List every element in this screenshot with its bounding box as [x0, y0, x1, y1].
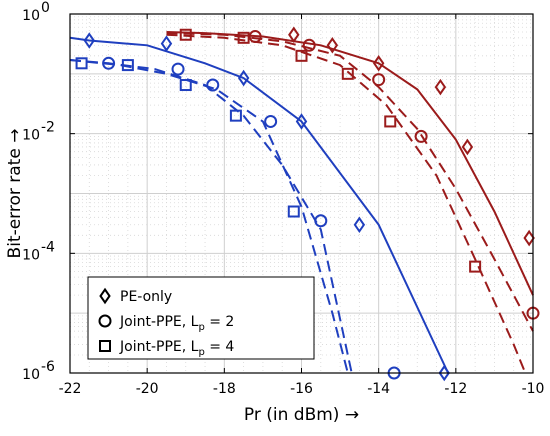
- data-point-square: [295, 49, 308, 62]
- data-point-diamond: [372, 55, 385, 72]
- data-point-diamond: [288, 26, 300, 44]
- x-tick-label: -16: [290, 381, 313, 397]
- series-line-1: [69, 36, 450, 374]
- data-point-circle: [98, 314, 112, 328]
- series-line-5: [166, 32, 534, 332]
- y-axis-title: Bit-error rate →: [5, 129, 25, 259]
- x-axis-title: Pr (in dBm) →: [244, 405, 359, 425]
- data-point-diamond: [438, 364, 450, 382]
- data-point-square: [121, 59, 134, 72]
- x-tick-label: -10: [522, 381, 545, 397]
- data-point-diamond: [523, 229, 535, 247]
- data-point-diamond: [434, 78, 447, 96]
- series-line-6: [166, 33, 527, 374]
- data-point-circle: [206, 78, 220, 92]
- legend-subscript: p: [198, 322, 204, 333]
- legend-label-circle: Joint-PPE, Lp = 2: [119, 314, 234, 333]
- data-point-circle: [102, 56, 116, 70]
- data-point-diamond: [83, 32, 96, 49]
- data-point-diamond: [99, 287, 111, 305]
- series-line-3: [69, 59, 349, 374]
- x-tick-label: -14: [367, 381, 390, 397]
- legend: PE-only Joint-PPE, Lp = 2 Joint-PPE, Lp = …: [87, 276, 315, 360]
- data-point-diamond: [237, 69, 250, 87]
- data-point-square: [469, 260, 482, 273]
- data-point-square: [341, 67, 354, 80]
- data-point-diamond: [160, 35, 173, 52]
- data-point-square: [75, 57, 88, 70]
- y-tick-label: 10: [22, 367, 40, 383]
- data-point-circle: [264, 114, 278, 128]
- data-point-circle: [248, 30, 262, 44]
- series-line-2: [69, 59, 353, 374]
- legend-label-diamond: PE-only: [120, 289, 172, 305]
- y-tick-exponent: -2: [41, 120, 55, 136]
- data-point-square: [179, 28, 192, 41]
- legend-label-square: Joint-PPE, Lp = 4: [119, 339, 234, 358]
- x-tick-label: -22: [59, 381, 82, 397]
- y-tick-exponent: -4: [41, 239, 55, 255]
- y-tick-label: 10: [22, 247, 40, 263]
- grid: [69, 14, 534, 374]
- y-tick-exponent: -6: [41, 359, 55, 375]
- legend-subscript: p: [198, 347, 204, 358]
- data-point-square: [99, 340, 111, 352]
- y-tick-label: 10: [22, 8, 40, 24]
- data-point-circle: [171, 62, 185, 76]
- legend-box: [87, 276, 315, 360]
- data-point-circle: [314, 214, 328, 228]
- x-tick-label: -18: [213, 381, 236, 397]
- data-point-diamond: [461, 138, 474, 156]
- legend-suffix: = 2: [205, 314, 235, 330]
- x-tick-label: -12: [444, 381, 467, 397]
- marker-layer: [75, 26, 540, 382]
- data-point-square: [237, 31, 250, 44]
- data-point-square: [287, 205, 300, 218]
- data-point-circle: [414, 129, 428, 143]
- data-point-diamond: [326, 37, 339, 54]
- data-point-circle: [372, 73, 386, 87]
- legend-suffix: = 4: [205, 339, 235, 355]
- data-point-diamond: [353, 216, 366, 234]
- x-tick-label: -20: [136, 381, 159, 397]
- data-point-square: [384, 115, 397, 128]
- series-layer: [69, 31, 534, 374]
- data-point-circle: [302, 38, 316, 52]
- data-point-square: [229, 109, 242, 122]
- data-point-square: [179, 79, 192, 92]
- data-point-diamond: [295, 113, 308, 130]
- y-tick-label: 10: [22, 128, 40, 144]
- y-tick-exponent: 0: [41, 0, 50, 16]
